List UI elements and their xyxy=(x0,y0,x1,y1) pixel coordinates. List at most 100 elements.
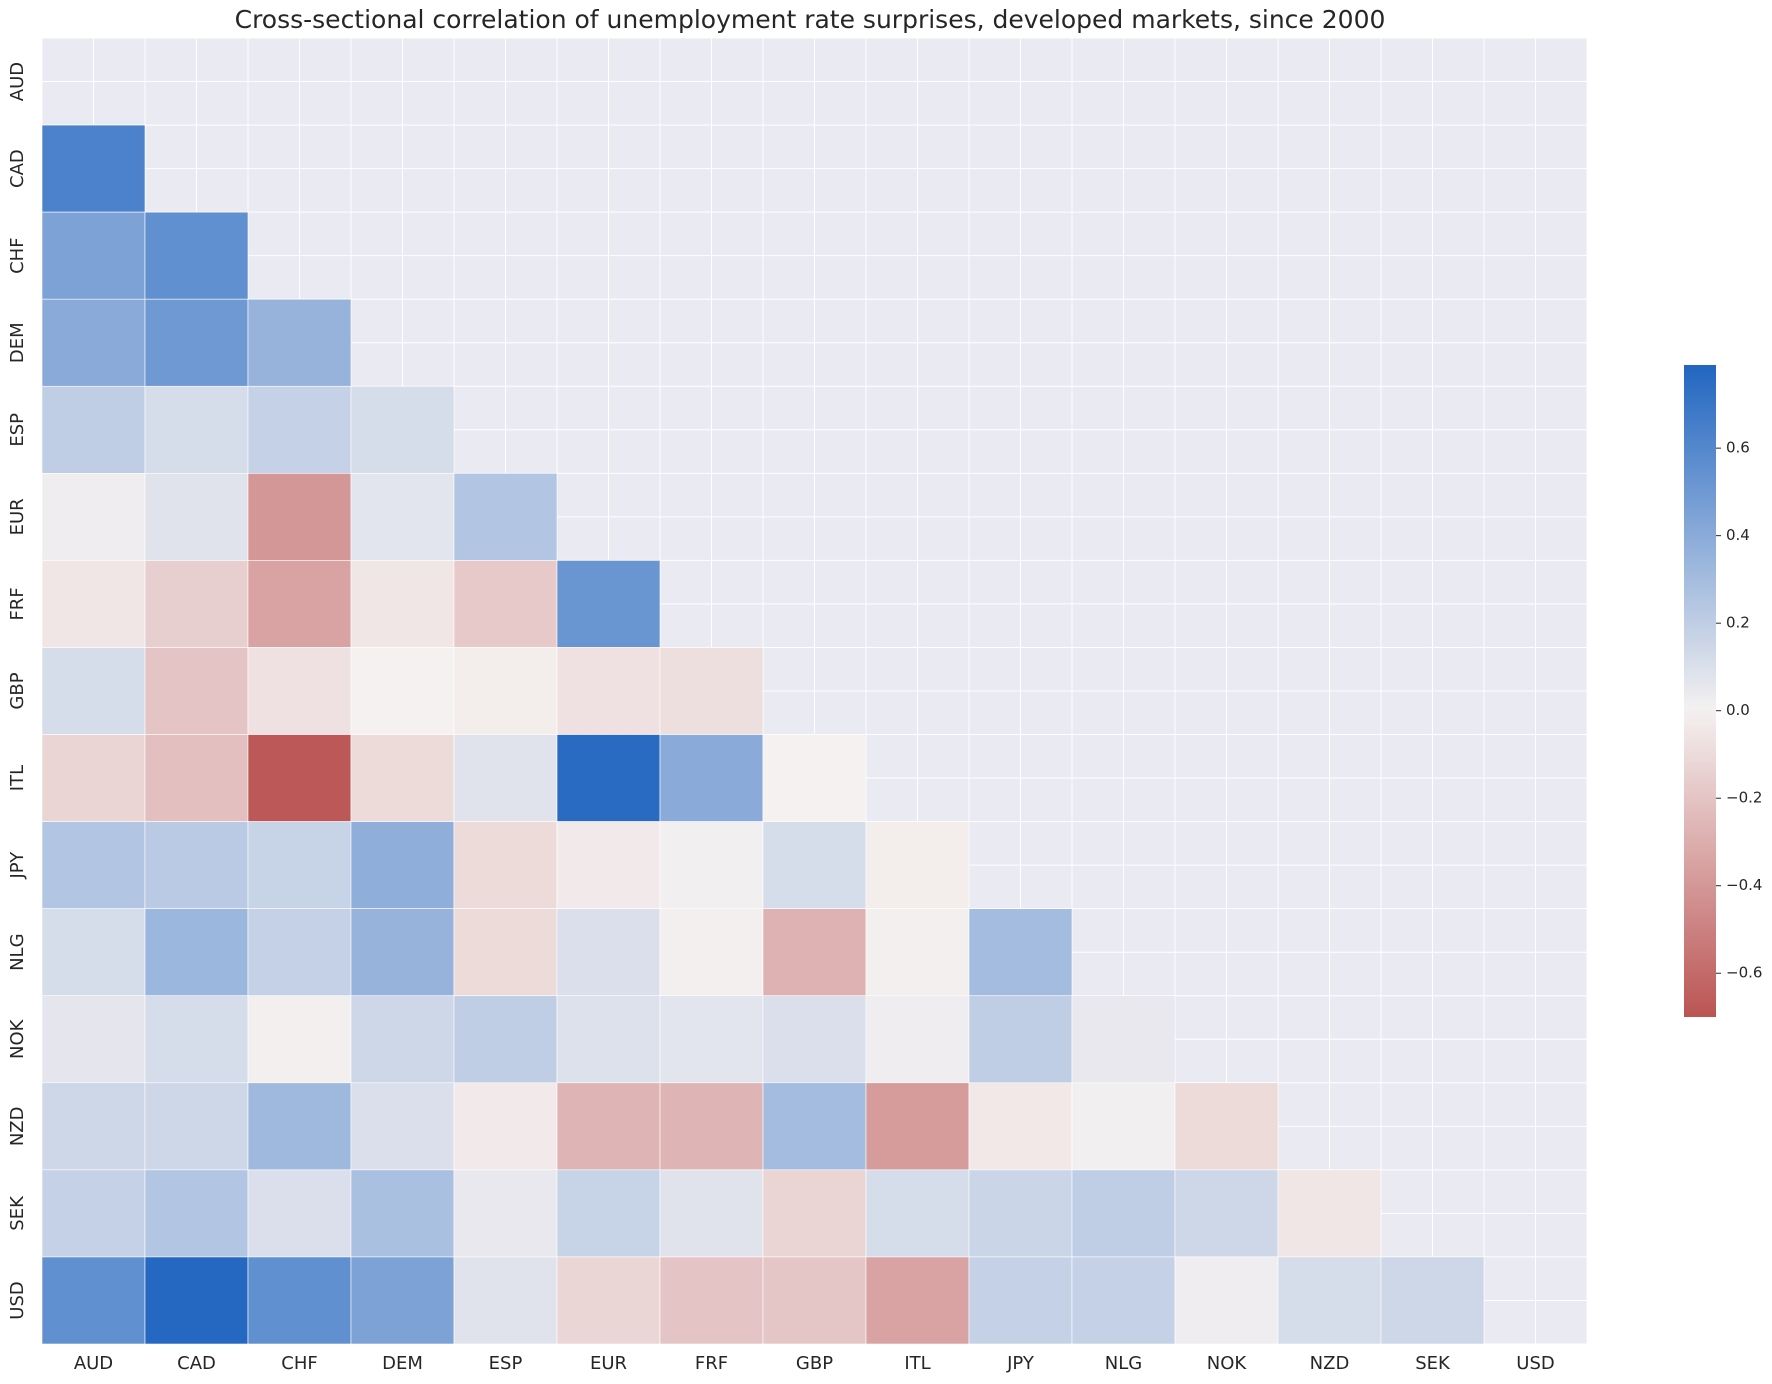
heatmap-cell xyxy=(968,1169,1073,1258)
x-tick-label: SEK xyxy=(1415,1353,1451,1374)
y-tick-label: GBP xyxy=(7,672,28,709)
heatmap-cell xyxy=(1071,1082,1176,1171)
heatmap-cell xyxy=(350,647,455,735)
heatmap-cell xyxy=(350,1082,455,1171)
heatmap-cell xyxy=(350,908,455,997)
heatmap-cell xyxy=(1277,1256,1382,1345)
heatmap-cell xyxy=(865,1169,970,1258)
heatmap-cell xyxy=(144,473,249,561)
heatmap-cell xyxy=(453,908,558,997)
y-tick-label: USD xyxy=(7,1281,28,1319)
x-tick-label: AUD xyxy=(74,1353,113,1374)
heatmap-cell xyxy=(247,473,352,561)
heatmap-cell xyxy=(1174,1082,1279,1171)
heatmap-cell xyxy=(762,1169,867,1258)
heatmap-cell xyxy=(659,1169,764,1258)
heatmap-cell xyxy=(453,473,558,561)
heatmap-cell xyxy=(556,1082,661,1171)
y-tick-label: EUR xyxy=(7,498,28,535)
heatmap-cell xyxy=(659,647,764,735)
heatmap-cell xyxy=(41,473,146,561)
heatmap-cell xyxy=(247,647,352,735)
heatmap-cell xyxy=(762,821,867,909)
heatmap-cell xyxy=(247,734,352,822)
heatmap-cell xyxy=(144,647,249,735)
heatmap-cell xyxy=(968,908,1073,997)
heatmap-cell xyxy=(41,1256,146,1345)
colorbar-tick-label: −0.6 xyxy=(1726,964,1762,982)
heatmap-cell xyxy=(247,560,352,648)
y-tick-label: NOK xyxy=(7,1018,28,1059)
heatmap-cell xyxy=(762,908,867,997)
heatmap-cell xyxy=(350,473,455,561)
x-tick-label: EUR xyxy=(590,1353,627,1374)
heatmap-cell xyxy=(556,647,661,735)
x-tick-label: NZD xyxy=(1310,1353,1350,1374)
heatmap-cell xyxy=(453,560,558,648)
y-tick-label: NZD xyxy=(7,1107,28,1147)
heatmap-cell xyxy=(865,908,970,997)
heatmap-cell xyxy=(144,821,249,909)
y-tick-label: CHF xyxy=(7,237,28,273)
y-tick-label: CAD xyxy=(7,149,28,188)
heatmap-cell xyxy=(1071,1169,1176,1258)
heatmap-cell xyxy=(1174,1256,1279,1345)
x-tick-label: ESP xyxy=(489,1353,523,1374)
heatmap-cell xyxy=(659,1256,764,1345)
heatmap-cell xyxy=(41,995,146,1084)
heatmap-cell xyxy=(968,1082,1073,1171)
x-tick-label: USD xyxy=(1516,1353,1554,1374)
heatmap-cell xyxy=(144,385,249,474)
heatmap-cell xyxy=(247,821,352,909)
heatmap-cell xyxy=(556,908,661,997)
heatmap-cell xyxy=(968,1256,1073,1345)
heatmap-cell xyxy=(865,995,970,1084)
y-tick-label: AUD xyxy=(7,62,28,101)
heatmap-cell xyxy=(350,1256,455,1345)
heatmap-cell xyxy=(144,298,249,387)
colorbar-tick-label: 0.0 xyxy=(1726,701,1750,719)
heatmap-cell xyxy=(556,560,661,648)
heatmap-cell xyxy=(247,1256,352,1345)
heatmap-cell xyxy=(1380,1256,1485,1345)
heatmap-cell xyxy=(556,995,661,1084)
y-tick-label: ITL xyxy=(7,765,28,791)
heatmap-cell xyxy=(144,995,249,1084)
heatmap-cell xyxy=(453,1256,558,1345)
heatmap-cell xyxy=(762,1082,867,1171)
heatmap-cell xyxy=(865,1082,970,1171)
heatmap-cell xyxy=(865,1256,970,1345)
heatmap-cell xyxy=(762,734,867,822)
colorbar-tick-label: 0.6 xyxy=(1726,439,1750,457)
colorbar-tick-label: 0.2 xyxy=(1726,614,1750,632)
x-tick-label: DEM xyxy=(382,1353,423,1374)
heatmap-cell xyxy=(247,995,352,1084)
x-tick-label: GBP xyxy=(796,1353,833,1374)
heatmap-cell xyxy=(247,1169,352,1258)
heatmap-cell xyxy=(41,1082,146,1171)
heatmap-cell xyxy=(41,734,146,822)
x-tick-label: NOK xyxy=(1207,1353,1248,1374)
heatmap-cell xyxy=(659,734,764,822)
heatmap-cell xyxy=(41,211,146,300)
heatmap-cell xyxy=(1071,1256,1176,1345)
heatmap-cell xyxy=(144,560,249,648)
heatmap-cell xyxy=(659,821,764,909)
chart-title: Cross-sectional correlation of unemploym… xyxy=(235,5,1386,34)
colorbar-tick-label: −0.4 xyxy=(1726,876,1762,894)
heatmap-cell xyxy=(41,821,146,909)
heatmap-cell xyxy=(247,1082,352,1171)
x-tick-label: JPY xyxy=(1006,1353,1035,1374)
heatmap-cell xyxy=(1277,1169,1382,1258)
y-tick-label: SEK xyxy=(7,1195,28,1231)
x-tick-label: ITL xyxy=(904,1353,930,1374)
heatmap-cell xyxy=(144,1256,249,1345)
x-tick-label: NLG xyxy=(1105,1353,1142,1374)
heatmap-cell xyxy=(41,298,146,387)
heatmap-cell xyxy=(556,1169,661,1258)
heatmap-cell xyxy=(144,734,249,822)
y-tick-label: JPY xyxy=(7,851,28,880)
heatmap-cell xyxy=(556,734,661,822)
heatmap-cell xyxy=(144,1169,249,1258)
